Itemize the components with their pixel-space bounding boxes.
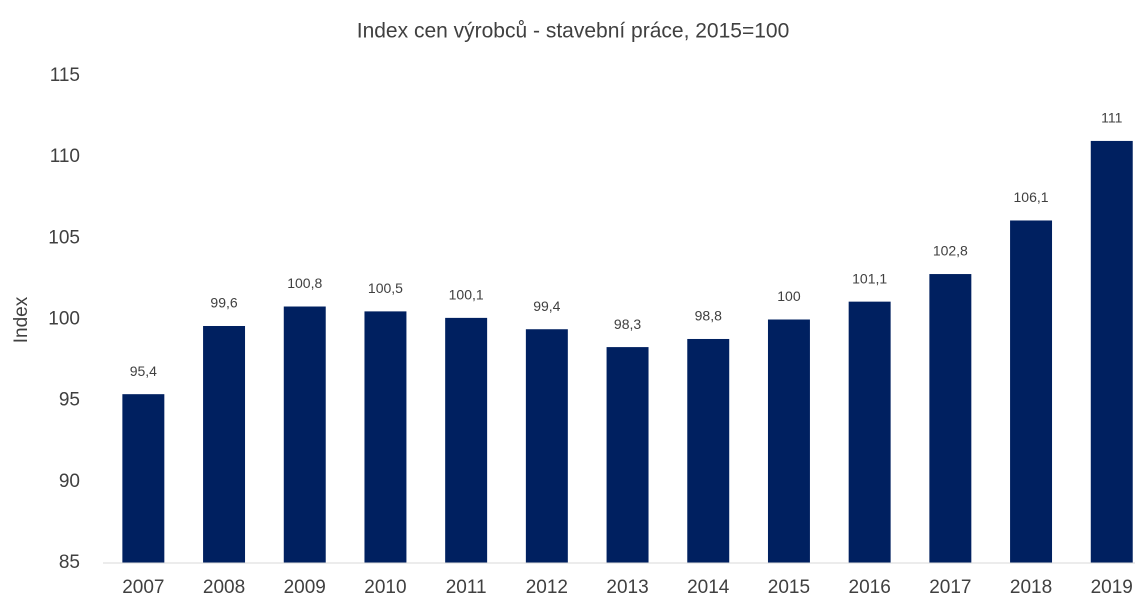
bar [364,311,407,563]
bar [929,274,972,563]
value-label: 101,1 [852,270,887,286]
bar [687,338,730,563]
value-label: 111 [1101,110,1122,126]
x-tick-label: 2014 [687,577,730,598]
x-tick-label: 2018 [1010,577,1052,598]
value-label: 100,8 [287,275,322,291]
y-tick-label: 90 [59,471,80,492]
x-tick-label: 2008 [203,577,245,598]
y-tick-label: 115 [50,65,80,86]
value-label: 100,5 [368,280,403,296]
chart-title: Index cen výrobců - stavební práce, 2015… [357,20,790,43]
x-tick-label: 2010 [364,577,406,598]
y-tick-label: 100 [48,309,80,330]
value-label: 98,8 [695,308,722,324]
bar [606,347,649,563]
value-label: 98,3 [614,316,641,332]
x-tick-label: 2011 [446,577,487,598]
x-tick-label: 2015 [768,577,810,598]
bar [445,317,488,563]
y-axis-label: Index [11,296,32,343]
value-label: 99,4 [533,298,560,314]
y-tick-label: 95 [59,390,80,411]
y-tick-label: 110 [50,146,80,167]
value-label: 100,1 [449,287,484,303]
bar [203,325,246,563]
x-tick-label: 2007 [122,577,164,598]
x-tick-label: 2016 [849,577,891,598]
value-label: 106,1 [1014,189,1049,205]
x-tick-label: 2009 [284,577,326,598]
bar [122,394,165,563]
bar [848,301,891,563]
bar [525,329,568,563]
value-label: 95,4 [130,363,157,379]
value-label: 102,8 [933,243,968,259]
bar [1010,220,1053,563]
x-tick-label: 2019 [1091,577,1133,598]
value-label: 100 [777,288,801,304]
value-label: 99,6 [210,295,237,311]
bar [767,319,810,563]
x-tick-label: 2013 [606,577,648,598]
y-tick-label: 85 [59,552,80,573]
x-tick-label: 2012 [526,577,568,598]
bar [283,306,326,563]
y-tick-label: 105 [48,227,80,248]
x-tick-label: 2017 [929,577,971,598]
bar [1090,140,1133,563]
